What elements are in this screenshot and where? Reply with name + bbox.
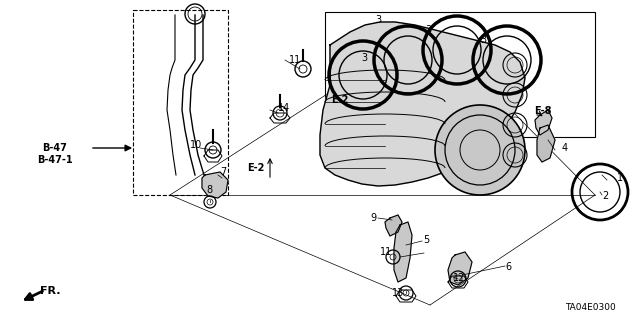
Text: 11: 11 <box>380 247 392 257</box>
Circle shape <box>435 105 525 195</box>
Text: 2: 2 <box>602 191 608 201</box>
Text: 7: 7 <box>220 167 226 177</box>
Text: E-2: E-2 <box>247 163 265 173</box>
Text: 12: 12 <box>453 273 465 283</box>
Polygon shape <box>394 222 412 282</box>
Text: 3: 3 <box>361 53 367 63</box>
Polygon shape <box>537 125 555 162</box>
Polygon shape <box>535 110 552 135</box>
Text: 3: 3 <box>375 15 381 25</box>
Text: 1: 1 <box>617 173 623 183</box>
Text: 14: 14 <box>278 103 290 113</box>
Polygon shape <box>385 215 402 236</box>
Text: 4: 4 <box>562 143 568 153</box>
Text: 10: 10 <box>190 140 202 150</box>
Text: 11: 11 <box>289 55 301 65</box>
Polygon shape <box>320 22 525 186</box>
Text: 9: 9 <box>370 213 376 223</box>
Text: 3: 3 <box>480 35 486 45</box>
Text: E-2: E-2 <box>332 95 349 105</box>
Bar <box>133 10 228 195</box>
Text: B-47: B-47 <box>43 143 67 153</box>
Text: TA04E0300: TA04E0300 <box>564 303 616 313</box>
Text: FR.: FR. <box>40 286 60 296</box>
Text: 6: 6 <box>505 262 511 272</box>
Text: 8: 8 <box>206 185 212 195</box>
Text: 13: 13 <box>392 288 404 298</box>
Polygon shape <box>448 252 472 285</box>
Text: E-8: E-8 <box>534 106 552 116</box>
Polygon shape <box>202 172 228 198</box>
Text: 3: 3 <box>425 25 431 35</box>
Text: 5: 5 <box>423 235 429 245</box>
Bar <box>325 12 595 137</box>
Text: B-47-1: B-47-1 <box>37 155 73 165</box>
